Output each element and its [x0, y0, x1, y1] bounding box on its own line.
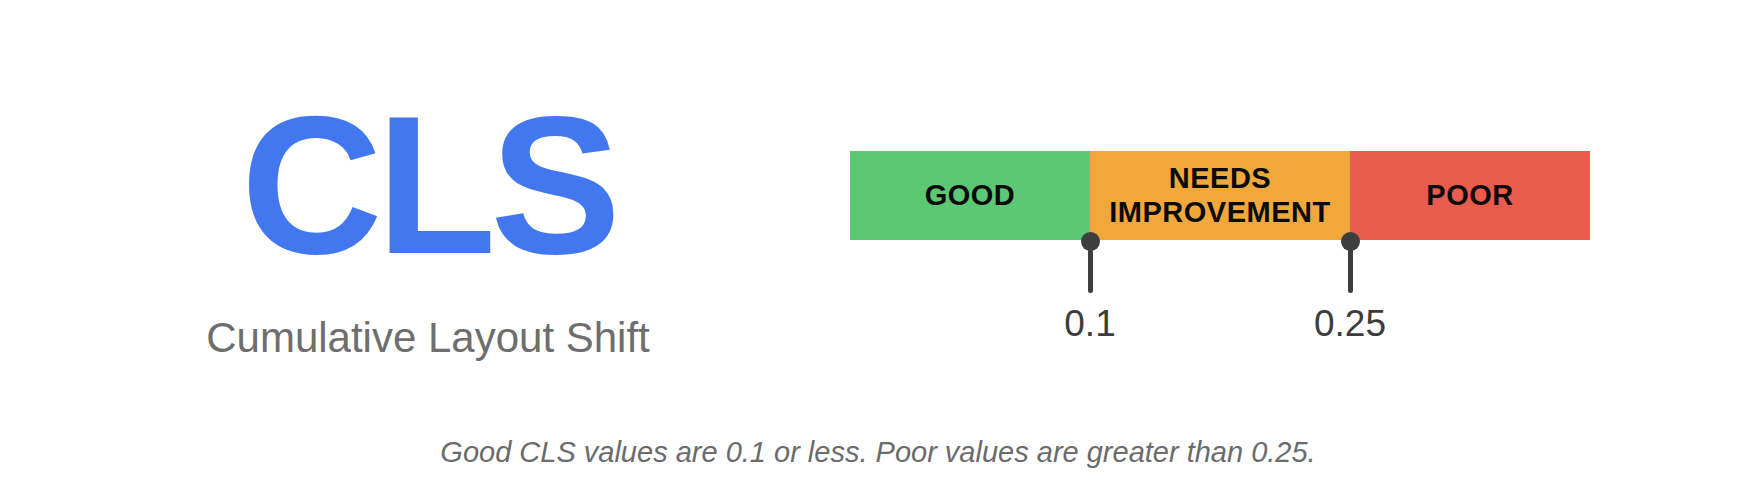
metric-abbreviation: CLS — [241, 88, 615, 284]
segment-poor-label: POOR — [1412, 179, 1527, 212]
threshold-stem — [1088, 249, 1093, 293]
segment-needs-improvement-label: NEEDS IMPROVEMENT — [1090, 162, 1350, 229]
threshold-marker-good-boundary: 0.1 — [1030, 232, 1150, 345]
threshold-value-good: 0.1 — [1064, 303, 1115, 345]
metric-full-name: Cumulative Layout Shift — [206, 314, 650, 362]
segment-poor: POOR — [1350, 151, 1590, 240]
threshold-scale-bar: GOOD NEEDS IMPROVEMENT POOR — [850, 151, 1590, 240]
segment-needs-improvement: NEEDS IMPROVEMENT — [1090, 151, 1350, 240]
threshold-marker-poor-boundary: 0.25 — [1290, 232, 1410, 345]
threshold-stem — [1348, 249, 1353, 293]
metric-title-block: CLS Cumulative Layout Shift — [206, 88, 650, 362]
segment-good: GOOD — [850, 151, 1090, 240]
footnote: Good CLS values are 0.1 or less. Poor va… — [0, 436, 1756, 469]
cls-infographic: CLS Cumulative Layout Shift GOOD NEEDS I… — [0, 0, 1756, 500]
segment-good-label: GOOD — [911, 179, 1030, 212]
threshold-value-poor: 0.25 — [1314, 303, 1386, 345]
